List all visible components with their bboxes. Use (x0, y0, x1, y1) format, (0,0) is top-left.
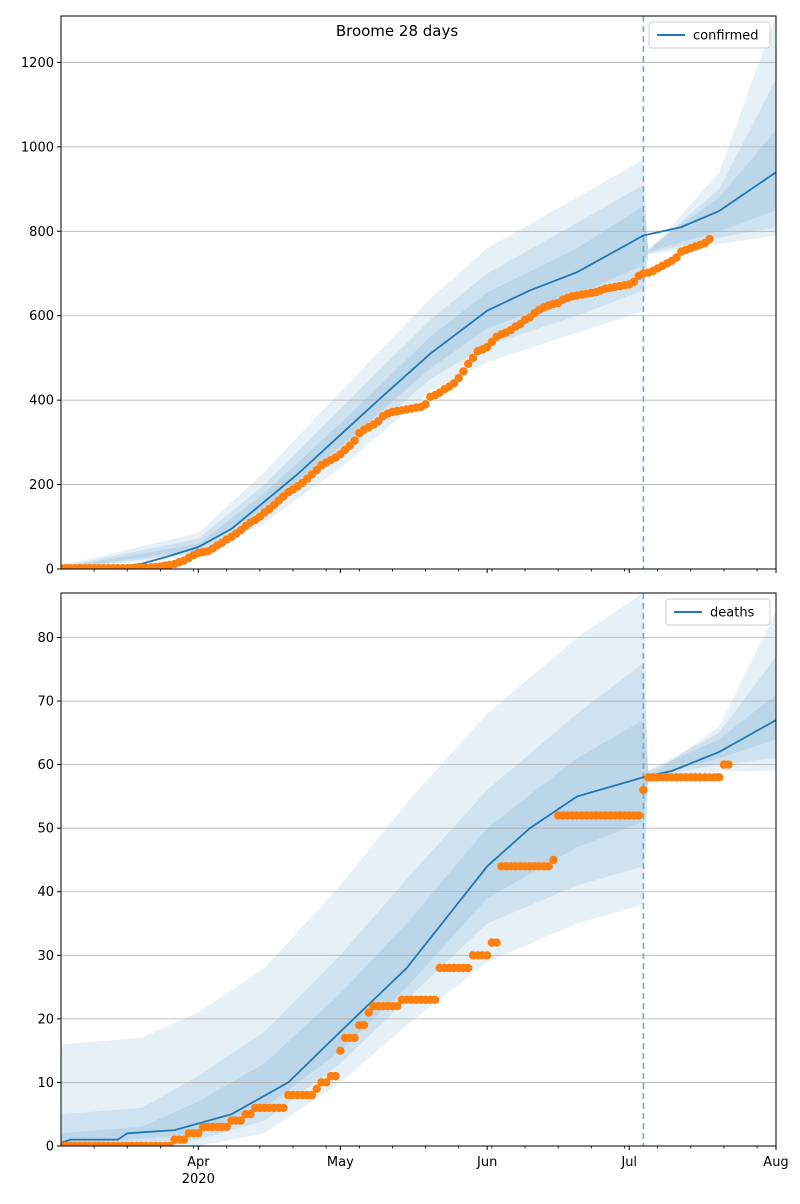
observed-point (350, 436, 359, 445)
legend-label: deaths (710, 606, 755, 621)
observed-point (236, 1116, 246, 1125)
x-tick-sublabel: 2020 (182, 1172, 215, 1187)
legend-box (648, 21, 771, 49)
y-tick-label: 1200 (21, 56, 54, 71)
legend-label: confirmed (693, 29, 759, 44)
y-tick-label: 1000 (21, 140, 54, 155)
observed-point (307, 1090, 317, 1100)
observed-point (724, 760, 733, 769)
observed-point (331, 1071, 340, 1081)
observed-point (483, 951, 492, 960)
figure-title: Broome 28 days (336, 22, 459, 40)
observed-point (322, 1078, 331, 1087)
observed-point (464, 359, 473, 368)
deaths-panel: 0 10 20 30 40 50 60 70 80 Apr 2020 May Jun Jul Aug deat… (37, 592, 789, 1187)
axes-frame (60, 15, 777, 570)
x-tick-label: Aug (763, 1155, 788, 1170)
observed-point (364, 1008, 373, 1017)
y-tick-label: 50 (37, 822, 54, 837)
y-tick-label: 20 (37, 1012, 54, 1027)
x-tick-label: Jul (620, 1155, 637, 1170)
confidence-band-inner (61, 694, 776, 1146)
observed-point (639, 785, 648, 795)
model-line (61, 171, 776, 569)
y-tick-label: 0 (46, 563, 54, 578)
observed-point (715, 773, 724, 782)
plot-area (61, 593, 776, 1146)
observed-point (464, 963, 473, 973)
observed-point (312, 1084, 321, 1094)
y-tick-label: 0 (46, 1140, 54, 1155)
observed-point (629, 277, 639, 287)
y-tick-label: 600 (29, 309, 54, 324)
confidence-band-outer (61, 16, 776, 569)
axes-frame (60, 592, 777, 1147)
observed-point (194, 1129, 203, 1138)
y-tick-label: 60 (37, 758, 54, 773)
observed-point (492, 938, 501, 947)
legend: confirmed (648, 21, 771, 49)
confidence-band-inner (61, 130, 776, 569)
observed-point (468, 353, 478, 363)
observed-point (336, 1046, 345, 1055)
y-tick-label: 10 (37, 1076, 54, 1091)
y-tick-label: 800 (29, 225, 54, 240)
observed-point (544, 862, 553, 871)
observed-point (222, 1122, 231, 1132)
observed-point (179, 1135, 189, 1144)
observed-point (246, 1110, 255, 1119)
observed-point (672, 253, 681, 262)
observed-point (634, 811, 643, 820)
y-tick-label: 40 (37, 885, 54, 900)
observed-point (393, 1002, 402, 1011)
y-tick-label: 30 (37, 949, 54, 964)
y-tick-label: 80 (37, 631, 54, 646)
y-tick-label: 70 (37, 695, 54, 710)
observed-point (421, 400, 430, 409)
observed-point (454, 374, 463, 383)
y-tick-label: 400 (29, 394, 54, 409)
legend: deaths (665, 598, 771, 626)
observed-point (549, 855, 558, 865)
observed-point (459, 367, 468, 376)
confirmed-panel: 0 200 400 600 800 1000 1200 confirmed (21, 15, 777, 578)
plot-area (61, 16, 776, 569)
observed-point (705, 234, 714, 244)
y-tick-label: 200 (29, 478, 54, 493)
confidence-band-outer (61, 593, 776, 1146)
confidence-band-middle (61, 656, 776, 1146)
observed-point (359, 1020, 369, 1030)
observed-point (350, 1033, 359, 1043)
x-tick-label: Jun (476, 1155, 497, 1170)
x-tick-label: May (327, 1155, 354, 1170)
observed-point (430, 995, 440, 1004)
legend-box (665, 598, 771, 626)
observed-point (279, 1103, 288, 1113)
x-tick-label: Apr (187, 1155, 210, 1170)
